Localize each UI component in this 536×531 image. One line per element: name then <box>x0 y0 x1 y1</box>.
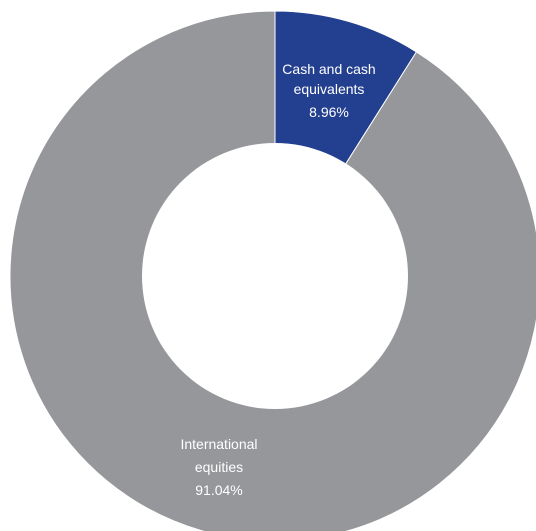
slice-value-cash: 8.96% <box>309 104 349 120</box>
slice-value-international-equities: 91.04% <box>195 482 242 498</box>
slice-label-international-equities-line-1: International <box>180 436 257 452</box>
slice-label-international-equities-line-2: equities <box>195 459 243 475</box>
slice-label-cash-line-2: equivalents <box>294 81 365 97</box>
slice-label-cash: Cash and cash equivalents 8.96% <box>282 61 375 120</box>
donut-hole <box>142 143 408 409</box>
slice-label-international-equities: International equities 91.04% <box>180 436 257 498</box>
slice-label-cash-line-1: Cash and cash <box>282 61 375 77</box>
